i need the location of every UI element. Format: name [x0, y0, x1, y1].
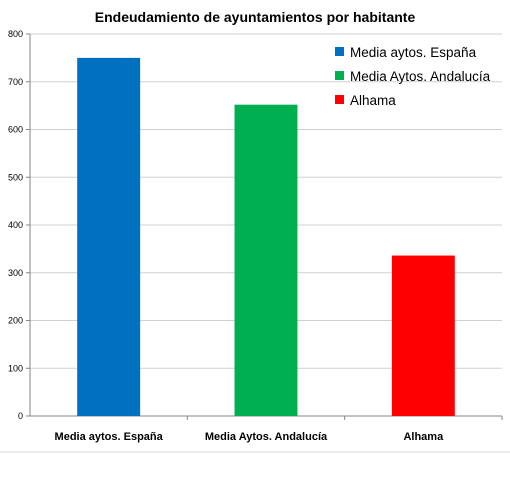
- y-tick-label: 400: [8, 220, 23, 230]
- x-category-label: Alhama: [403, 431, 444, 443]
- y-tick-label: 200: [8, 316, 23, 326]
- legend-label: Media aytos. España: [350, 45, 477, 60]
- x-category-label: Media aytos. España: [55, 431, 164, 443]
- bar-1: [77, 57, 141, 416]
- y-tick-label: 800: [8, 29, 23, 39]
- y-axis-ticks: 0 100 200 300 400 500 600 700 800: [8, 29, 30, 421]
- y-tick-label: 100: [8, 363, 23, 373]
- bar-2: [234, 104, 298, 417]
- y-tick-label: 0: [18, 411, 23, 421]
- bar-3: [391, 255, 455, 416]
- bar-layer: [77, 57, 455, 417]
- x-axis-categories: Media aytos. España Media Aytos. Andalucí…: [55, 416, 503, 443]
- legend: Media aytos. España Media Aytos. Andalucí…: [335, 45, 491, 108]
- legend-label: Media Aytos. Andalucía: [350, 69, 491, 84]
- legend-swatch: [335, 47, 344, 56]
- y-tick-label: 500: [8, 172, 23, 182]
- y-tick-label: 600: [8, 125, 23, 135]
- y-tick-label: 300: [8, 268, 23, 278]
- legend-label: Alhama: [350, 93, 396, 108]
- y-tick-label: 700: [8, 77, 23, 87]
- chart-title: Endeudamiento de ayuntamientos por habit…: [95, 9, 416, 25]
- x-category-label: Media Aytos. Andalucía: [205, 431, 328, 443]
- legend-swatch: [335, 95, 344, 104]
- legend-swatch: [335, 71, 344, 80]
